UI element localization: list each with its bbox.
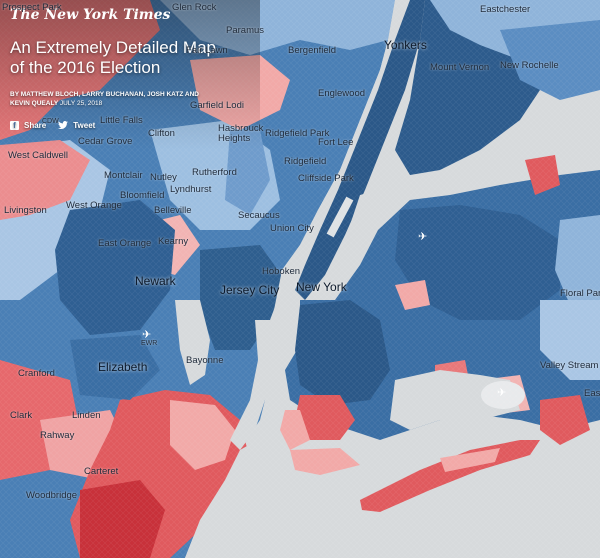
place-label-lodi: Lodi	[226, 100, 244, 111]
airport-icon: ✈	[418, 231, 428, 243]
place-label-woodbridge: Woodbridge	[26, 490, 78, 501]
place-label-west-caldwell: West Caldwell	[8, 150, 69, 161]
place-label-bayonne: Bayonne	[186, 355, 224, 366]
twitter-share-label: Tweet	[73, 121, 96, 130]
place-label-linden: Linden	[72, 410, 101, 421]
place-label-floral-park: Floral Park	[560, 288, 600, 299]
place-label-lyndhurst: Lyndhurst	[170, 184, 212, 195]
place-label-jersey-city: Jersey City	[220, 283, 280, 297]
place-label-clark: Clark	[10, 410, 33, 421]
place-label-yonkers: Yonkers	[384, 38, 427, 52]
place-label-newark: Newark	[135, 274, 176, 288]
place-label-hoboken: Hoboken	[262, 266, 301, 277]
place-label-west-orange: West Orange	[66, 200, 122, 211]
place-label-cliffside-park: Cliffside Park	[298, 173, 354, 184]
place-label-ridgefield-park: Ridgefield Park	[265, 128, 330, 139]
article-headline: An Extremely Detailed Map of the 2016 El…	[10, 38, 216, 77]
place-label-livingston: Livingston	[4, 205, 47, 216]
place-label-eastchester: Eastchester	[480, 4, 531, 15]
place-label-rutherford: Rutherford	[192, 167, 237, 178]
place-label-elizabeth: Elizabeth	[98, 360, 148, 374]
place-label-little-falls: Little Falls	[100, 115, 143, 126]
place-label-east: East	[584, 388, 600, 399]
place-label-new-york: New York	[296, 280, 347, 294]
twitter-icon	[58, 121, 69, 129]
airport-icon: ✈	[497, 387, 507, 399]
place-label-carteret: Carteret	[84, 466, 119, 477]
place-label-fort-lee: Fort Lee	[318, 137, 354, 148]
place-label-cedar-grove: Cedar Grove	[78, 136, 133, 147]
place-label-clifton: Clifton	[148, 128, 175, 139]
place-label-glen-rock: Glen Rock	[172, 2, 217, 13]
place-label-ewr: EWR	[141, 340, 158, 347]
place-label-hasbrouck-heights: Hasbrouck Heights	[218, 123, 264, 144]
place-label-belleville: Belleville	[154, 205, 192, 216]
place-label-cranford: Cranford	[18, 368, 55, 379]
place-label-ridgefield: Ridgefield	[284, 156, 327, 167]
byline-date: JULY 25, 2018	[59, 100, 103, 107]
place-label-prospect-park: Prospect Park	[2, 2, 62, 13]
place-label-englewood: Englewood	[318, 88, 366, 99]
place-label-secaucus: Secaucus	[238, 210, 280, 221]
place-label-kearny: Kearny	[158, 236, 189, 247]
twitter-share-button[interactable]: Tweet	[58, 121, 95, 130]
place-label-nutley: Nutley	[150, 172, 177, 183]
place-label-bloomfield: Bloomfield	[120, 190, 165, 201]
place-label-mount-vernon: Mount Vernon	[430, 62, 490, 73]
place-label-union-city: Union City	[270, 223, 314, 234]
facebook-icon: f	[10, 121, 19, 130]
place-label-montclair: Montclair	[104, 170, 143, 181]
place-label-bergenfield: Bergenfield	[288, 45, 337, 56]
headline-shade	[0, 0, 260, 150]
article-byline: By MATTHEW BLOCH, LARRY BUCHANAN, JOSH K…	[10, 90, 210, 108]
byline-authors: By MATTHEW BLOCH, LARRY BUCHANAN, JOSH K…	[10, 91, 199, 107]
place-label-garfield: Garfield	[190, 100, 224, 111]
place-label-valley-stream: Valley Stream	[540, 360, 599, 371]
airport-icon: ✈	[142, 329, 152, 341]
nyt-masthead-logo[interactable]: The New York Times	[10, 7, 171, 23]
place-label-rahway: Rahway	[40, 430, 75, 441]
place-label-new-rochelle: New Rochelle	[500, 60, 559, 71]
place-label-cdw: CDW	[42, 118, 59, 125]
facebook-share-label: Share	[24, 121, 47, 130]
place-label-east-orange: East Orange	[98, 238, 152, 249]
place-label-paramus: Paramus	[226, 25, 265, 36]
place-label-fair-lawn: Fair Lawn	[186, 45, 228, 56]
share-bar: f Share Tweet	[10, 121, 95, 130]
facebook-share-button[interactable]: f Share	[10, 121, 46, 130]
